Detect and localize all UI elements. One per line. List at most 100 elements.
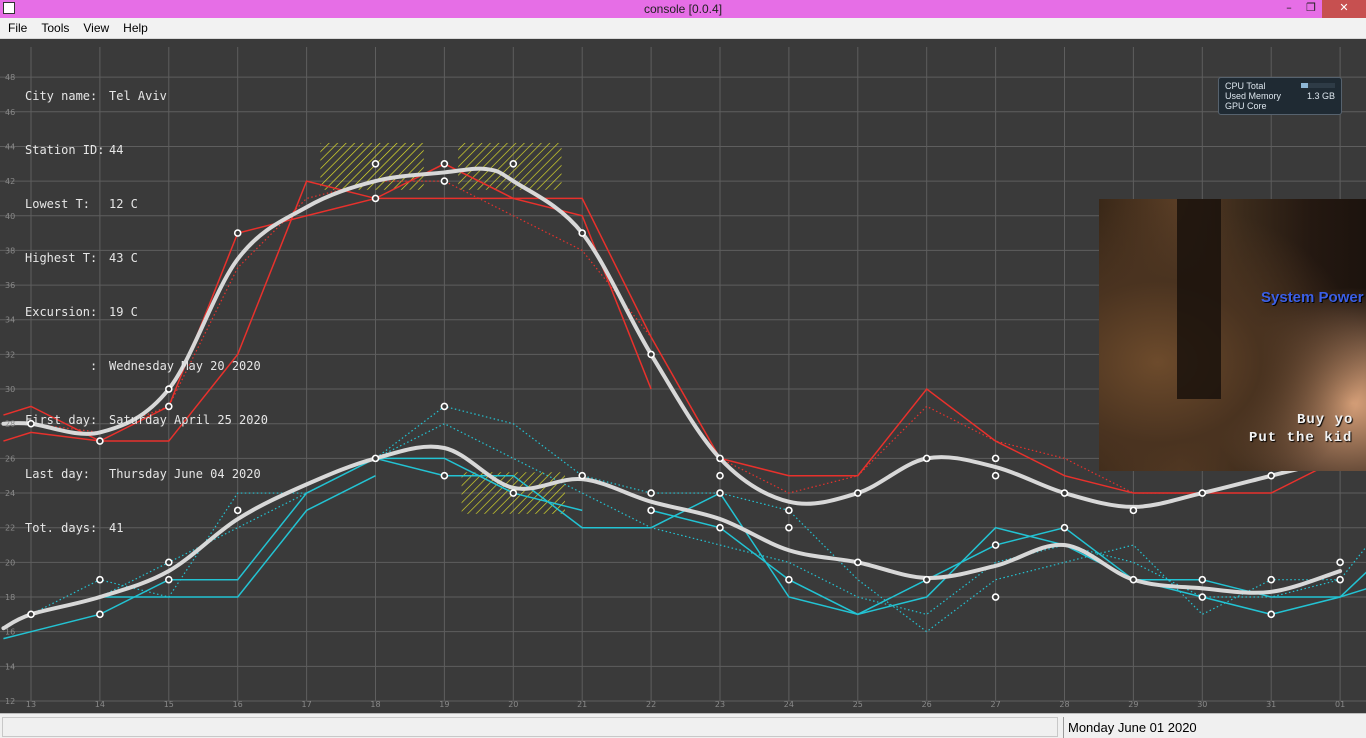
x-tick-label: 20: [508, 700, 518, 709]
data-point: [165, 575, 173, 584]
y-tick-label: 32: [5, 350, 15, 359]
y-tick-label: 46: [5, 108, 15, 117]
info-key: :: [25, 359, 98, 373]
info-value: 44: [109, 143, 124, 157]
memory-label: Used Memory: [1225, 91, 1282, 101]
info-key: Tot. days:: [25, 521, 98, 535]
info-row-lowest: Lowest T: 12 C: [25, 195, 268, 213]
data-point: [1336, 558, 1344, 567]
status-bar: Monday June 01 2020: [0, 713, 1366, 738]
data-point: [165, 385, 173, 393]
info-row-first-day: First day: Saturday April 25 2020: [25, 411, 268, 429]
data-point: [440, 177, 449, 185]
info-row-total-days: Tot. days: 41: [25, 519, 268, 537]
cpu-bar-fill: [1301, 83, 1308, 88]
y-tick-label: 20: [5, 558, 15, 567]
y-tick-label: 38: [5, 246, 15, 255]
data-point: [233, 229, 242, 237]
title-bar: console [0.0.4] – ❐ ✕: [0, 0, 1366, 18]
info-row-excursion: Excursion: 19 C: [25, 303, 268, 321]
x-tick-label: 01: [1335, 700, 1345, 709]
data-point: [922, 575, 931, 584]
data-point: [1198, 489, 1207, 497]
info-row-station: Station ID: 44: [25, 141, 268, 159]
chart-points: [27, 159, 1344, 619]
high-alt-line: [3, 162, 652, 442]
x-tick-label: 19: [439, 700, 449, 709]
video-subtitle-line1: Buy yo: [1297, 412, 1354, 428]
y-tick-label: 22: [5, 524, 15, 533]
y-tick-label: 40: [5, 212, 15, 221]
data-point: [440, 402, 449, 411]
y-tick-label: 36: [5, 281, 15, 290]
info-value: 41: [109, 521, 124, 535]
video-frame-shadow: [1177, 199, 1221, 399]
video-overlay-window[interactable]: System Power Buy yo Put the kid: [1099, 199, 1366, 471]
data-point: [440, 159, 449, 168]
data-point: [1060, 523, 1069, 532]
data-point: [233, 506, 242, 515]
data-point: [578, 471, 587, 480]
info-key: Station ID:: [25, 143, 105, 157]
y-tick-label: 34: [5, 316, 15, 325]
data-point: [1267, 575, 1275, 584]
x-tick-label: 27: [991, 700, 1001, 709]
x-tick-label: 16: [233, 700, 243, 709]
minimize-icon[interactable]: –: [1286, 1, 1292, 14]
data-point: [1129, 575, 1138, 584]
menu-file[interactable]: File: [8, 21, 28, 35]
menu-tools[interactable]: Tools: [41, 21, 70, 35]
data-point: [647, 506, 655, 515]
info-key: Excursion:: [25, 305, 98, 319]
x-tick-label: 26: [922, 700, 932, 709]
y-tick-label: 24: [5, 489, 15, 498]
gadget-gpu-row: GPU Core: [1225, 101, 1335, 111]
info-key: Lowest T:: [25, 197, 91, 211]
video-overlay-text: System Power: [1261, 289, 1364, 306]
info-key: Highest T:: [25, 251, 98, 265]
data-point: [371, 159, 380, 168]
data-point: [716, 489, 724, 497]
cpu-bar: [1301, 83, 1335, 88]
x-tick-label: 17: [302, 700, 312, 709]
data-point: [1198, 593, 1207, 601]
data-point: [509, 489, 518, 497]
x-tick-label: 31: [1266, 700, 1276, 709]
system-monitor-gadget[interactable]: CPU Total Used Memory 1.3 GB GPU Core: [1218, 77, 1342, 115]
info-key: City name:: [25, 89, 98, 103]
video-subtitle-line2: Put the kid: [1249, 430, 1353, 446]
memory-value: 1.3 GB: [1306, 91, 1335, 101]
data-point: [785, 575, 793, 584]
y-tick-label: 14: [5, 662, 15, 671]
x-tick-label: 29: [1128, 700, 1138, 709]
y-axis-ticks: 12 14 16 18 20 22 24 26 28 30 32 34 36 38 40 42 44 46 48: [5, 73, 15, 706]
info-value: 19 C: [109, 305, 138, 319]
data-point: [509, 159, 518, 168]
x-tick-label: 30: [1197, 700, 1207, 709]
info-value: Thursday June 04 2020: [109, 467, 261, 481]
data-point: [991, 593, 1000, 601]
gadget-memory-row: Used Memory 1.3 GB: [1225, 91, 1335, 101]
x-tick-label: 22: [646, 700, 656, 709]
high-dotted-line: [3, 180, 1341, 494]
menu-view[interactable]: View: [83, 21, 110, 35]
app-icon[interactable]: [3, 2, 15, 14]
info-value: Wednesday May 20 2020: [109, 359, 261, 373]
data-point: [1198, 575, 1207, 584]
info-value: 43 C: [109, 251, 138, 265]
data-point: [96, 437, 104, 445]
y-tick-label: 30: [5, 385, 15, 394]
data-point: [922, 454, 931, 463]
info-row-selected-day: : Wednesday May 20 2020: [25, 357, 268, 375]
gpu-label: GPU Core: [1225, 101, 1267, 111]
data-point: [1060, 489, 1069, 497]
y-tick-label: 26: [5, 454, 15, 463]
low-dotted2-line: [99, 423, 1341, 616]
station-info-panel: City name: Tel Aviv Station ID: 44 Lowest …: [25, 51, 268, 555]
menu-help[interactable]: Help: [123, 21, 148, 35]
close-icon[interactable]: ✕: [1322, 0, 1366, 18]
maximize-icon[interactable]: ❐: [1306, 1, 1316, 14]
high-smooth-curve: [1, 166, 1343, 509]
data-point: [27, 610, 35, 619]
data-point: [1129, 506, 1138, 515]
